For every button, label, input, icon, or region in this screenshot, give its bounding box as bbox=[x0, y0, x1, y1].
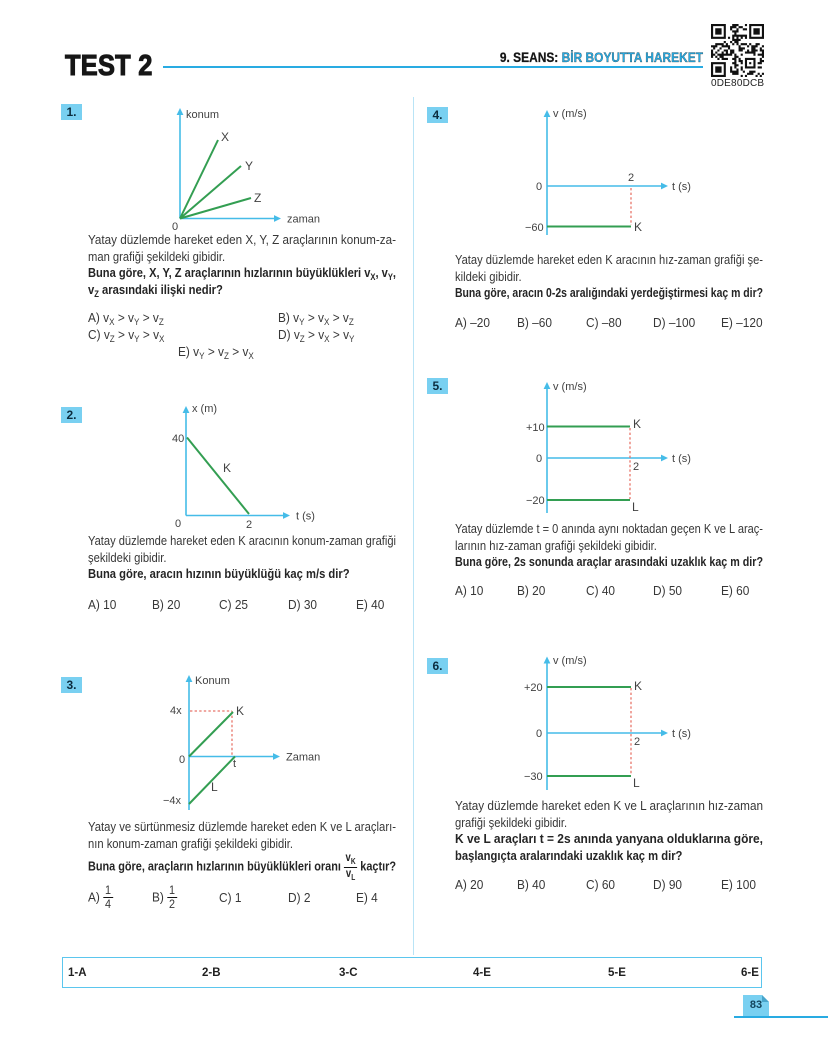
svg-text:t (s): t (s) bbox=[672, 181, 691, 193]
svg-text:−30: −30 bbox=[524, 771, 543, 783]
svg-text:+20: +20 bbox=[524, 682, 543, 694]
svg-text:Y: Y bbox=[245, 159, 253, 173]
svg-text:Zaman: Zaman bbox=[286, 752, 320, 764]
svg-text:t (s): t (s) bbox=[296, 511, 315, 523]
svg-text:v (m/s): v (m/s) bbox=[553, 381, 587, 393]
svg-text:konum: konum bbox=[186, 109, 219, 121]
svg-text:2: 2 bbox=[633, 461, 639, 473]
svg-text:v (m/s): v (m/s) bbox=[553, 108, 587, 120]
svg-text:X: X bbox=[221, 130, 229, 144]
svg-text:−60: −60 bbox=[525, 222, 544, 234]
svg-text:Z: Z bbox=[254, 191, 261, 205]
svg-text:2: 2 bbox=[634, 736, 640, 748]
svg-text:0: 0 bbox=[536, 728, 542, 740]
svg-text:2: 2 bbox=[628, 172, 634, 184]
svg-text:L: L bbox=[632, 500, 639, 514]
svg-text:x (m): x (m) bbox=[192, 403, 217, 415]
svg-text:−20: −20 bbox=[526, 495, 545, 507]
svg-text:v (m/s): v (m/s) bbox=[553, 655, 587, 667]
svg-text:Konum: Konum bbox=[195, 675, 230, 687]
svg-text:L: L bbox=[211, 780, 218, 794]
svg-text:t: t bbox=[233, 758, 236, 770]
svg-text:L: L bbox=[633, 776, 640, 790]
svg-text:t (s): t (s) bbox=[672, 453, 691, 465]
svg-text:4x: 4x bbox=[170, 705, 182, 717]
svg-text:0: 0 bbox=[175, 518, 181, 530]
svg-text:+10: +10 bbox=[526, 422, 545, 434]
svg-text:40: 40 bbox=[172, 433, 184, 445]
svg-text:zaman: zaman bbox=[287, 214, 320, 226]
svg-text:0: 0 bbox=[179, 754, 185, 766]
svg-text:0: 0 bbox=[536, 181, 542, 193]
svg-text:0: 0 bbox=[536, 453, 542, 465]
svg-text:2: 2 bbox=[246, 519, 252, 530]
svg-text:K: K bbox=[223, 461, 231, 475]
svg-text:K: K bbox=[633, 417, 641, 431]
svg-text:−4x: −4x bbox=[163, 795, 182, 807]
svg-text:t (s): t (s) bbox=[672, 728, 691, 740]
svg-text:K: K bbox=[634, 679, 642, 693]
svg-text:0: 0 bbox=[172, 221, 178, 232]
svg-text:K: K bbox=[236, 704, 244, 718]
svg-text:K: K bbox=[634, 220, 642, 234]
